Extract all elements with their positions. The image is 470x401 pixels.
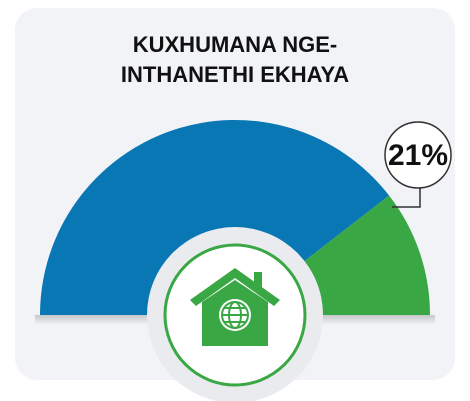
segments: [40, 120, 430, 315]
segment: [40, 120, 390, 315]
house-icon: [190, 268, 280, 346]
callout-circle: [384, 121, 452, 189]
chart-title: KUXHUMANA NGE-INTHANETHI EKHAYA: [120, 32, 350, 87]
data-label: 21%: [388, 139, 448, 172]
segment: [298, 195, 430, 315]
leader-line: [392, 188, 421, 208]
